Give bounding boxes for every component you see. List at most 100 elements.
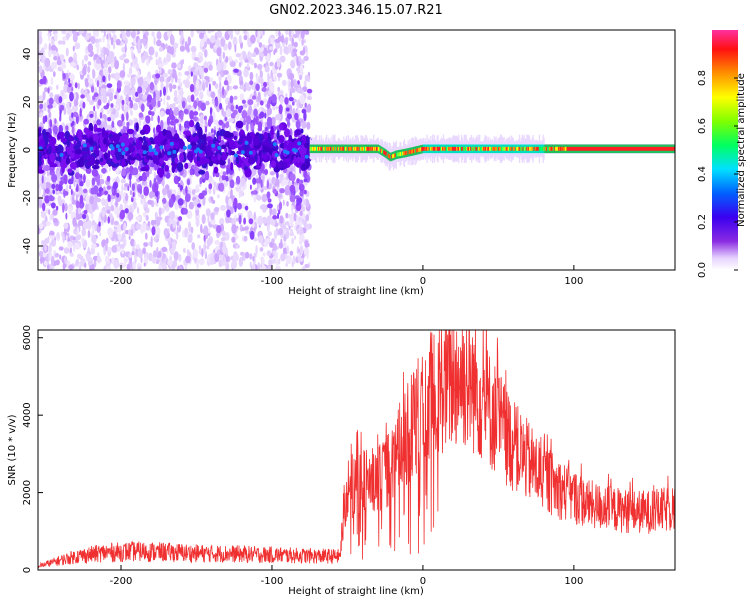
spectrogram-line-core (419, 147, 421, 152)
spectrogram-noise-dot (299, 63, 304, 74)
spectrogram-noise-dot (267, 198, 272, 203)
spectrogram-noise-dot (79, 180, 84, 187)
spectrogram-noise-dot (306, 95, 313, 101)
spectrogram-noise-dot (208, 83, 211, 92)
spectrogram-noise-dot (249, 80, 254, 86)
spectrogram-noise-dot (173, 89, 178, 97)
spectrogram-noise-dot (113, 43, 115, 50)
spectrogram-noise-dot (137, 70, 140, 79)
spectrogram-noise-dot (51, 183, 56, 189)
spectrogram-line-core (438, 146, 440, 151)
spectrogram-line-core (403, 151, 406, 156)
spectrogram-noise-dot (90, 247, 96, 255)
spectrogram-noise-dot (216, 30, 223, 39)
spectrogram-line-core (331, 146, 333, 151)
spectrogram-noise-dot (191, 189, 196, 195)
spectrogram-noise-dot (223, 70, 229, 75)
spectrogram-core-dot (200, 143, 205, 152)
spectrogram-noise-dot (229, 61, 236, 68)
spectrogram-noise-dot (71, 112, 74, 119)
spectrogram-core-dot (278, 135, 285, 144)
spectrogram-noise-dot (282, 199, 285, 206)
spectrogram-noise-dot (259, 30, 263, 36)
spectrogram-line-core (467, 146, 469, 151)
spectrogram-noise-dot (253, 237, 258, 242)
spectrogram-noise-dot (290, 228, 294, 236)
spectrogram-noise-dot (218, 75, 222, 82)
spectrogram-noise-dot (84, 78, 89, 88)
spectrogram-noise-dot (92, 95, 96, 101)
spectrogram-noise-dot (262, 30, 265, 36)
spectrogram-line-core (340, 146, 342, 151)
spectrogram-noise-dot (38, 30, 42, 37)
spectrogram-core-dot (148, 148, 153, 153)
spectrogram-noise-dot (140, 224, 144, 234)
spectrogram-noise-dot (297, 254, 301, 263)
spectrogram-line-core (341, 146, 343, 151)
spectrogram-line-core (431, 146, 433, 151)
spectrogram-noise-dot (217, 93, 220, 100)
spectrogram-line-core (451, 146, 454, 151)
spectrogram-noise-dot (285, 230, 290, 239)
spectrogram-line-core (317, 146, 319, 151)
spectrogram-line-core (386, 152, 389, 157)
spectrogram-core-dot (196, 147, 200, 152)
spectrogram-noise-dot (243, 34, 248, 41)
spectrogram-core-dot (110, 148, 116, 157)
spectrogram-line-core (352, 146, 354, 151)
spectrogram-core-dot (298, 144, 307, 156)
spectrogram-noise-dot (159, 67, 162, 74)
spectrogram-noise-dot (307, 210, 311, 216)
spectrogram-line-core (362, 146, 364, 151)
spectrogram-noise-dot (234, 44, 237, 53)
spectrogram-line-core (447, 146, 449, 151)
spectrogram-line-core (461, 146, 463, 151)
spectrogram-noise-dot (49, 92, 54, 98)
spectrogram-noise-dot (49, 231, 55, 236)
spectrogram-noise-dot (200, 102, 206, 111)
spectrogram-core-dot (61, 162, 65, 174)
spectrogram-noise-dot (264, 112, 267, 119)
spectrogram-core-dot (198, 149, 203, 154)
spectrogram-core-dot (74, 148, 83, 155)
spectrogram-noise-dot (114, 104, 120, 110)
spectrogram-noise-dot (62, 36, 67, 41)
spectrogram-line-core (454, 146, 456, 151)
spectrogram-noise-dot (233, 95, 238, 100)
spectrogram-noise-dot (288, 81, 291, 88)
spectrogram-noise-dot (157, 63, 164, 68)
spectrogram-core-dot (38, 165, 43, 170)
spectrogram-core-dot (135, 122, 139, 132)
spectrogram-noise-dot (83, 173, 86, 184)
spectrogram-noise-dot (235, 244, 241, 249)
spectrogram-noise-dot (45, 67, 50, 72)
spectrogram-line-core (432, 146, 434, 151)
spectrogram-line-core (416, 148, 418, 153)
spectrogram-noise-dot (305, 214, 310, 221)
spectrogram-noise-dot (151, 255, 157, 264)
spectrogram-noise-dot (148, 46, 155, 56)
spectrogram-core-dot (126, 128, 134, 135)
spectrogram-noise-dot (306, 121, 311, 130)
spectrogram-noise-dot (137, 47, 142, 54)
spectrogram-noise-dot (169, 120, 175, 126)
spectrogram-noise-dot (267, 90, 272, 95)
spectrogram-noise-dot (269, 82, 275, 93)
spectrogram-noise-dot (285, 36, 288, 46)
spectrogram-line-core (403, 151, 405, 156)
spectrogram-line-core (311, 146, 313, 151)
spectrogram-line-core (394, 153, 397, 157)
spectrogram-noise-dot (223, 123, 226, 128)
spectrogram-line-core (404, 151, 407, 155)
spectrogram-noise-dot (287, 213, 291, 219)
spectrogram-noise-dot (291, 101, 295, 106)
spectrogram-core-dot (146, 155, 152, 160)
spectrogram-noise-dot (292, 255, 296, 265)
spectrogram-noise-dot (244, 205, 249, 211)
spectrogram-noise-dot (93, 105, 96, 112)
spectrogram-noise-dot (252, 177, 257, 185)
spectrogram-line-core (463, 146, 466, 151)
spectrogram-line-core (366, 146, 369, 151)
spectrogram-noise-dot (69, 252, 74, 257)
